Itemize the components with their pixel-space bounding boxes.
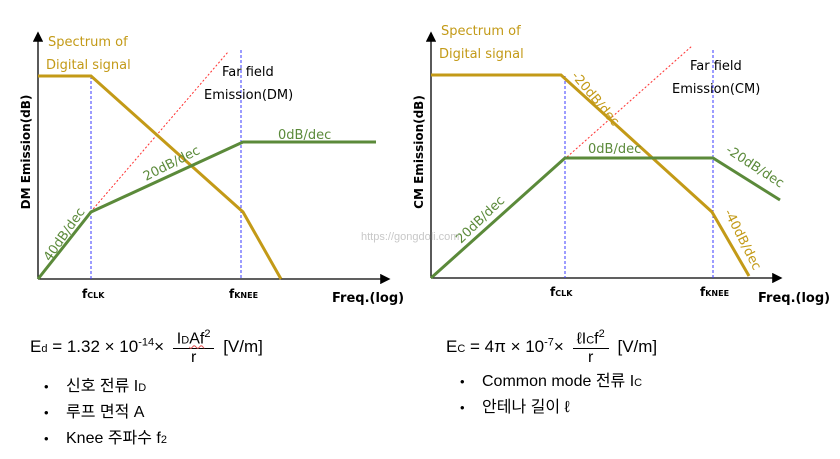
formula-times: × [553,337,564,357]
slope-extension-line [87,51,229,216]
bullet-item: 신호 전류 ID [44,374,167,400]
far-field-label-line1: Far field [690,59,742,74]
formula-unit: [V/m] [617,337,658,357]
far-field-label-line2: Emission(DM) [204,88,293,103]
spectrum-label-line2: Digital signal [439,47,524,62]
cm-formula: EC = 4π × 10-7× ℓICf2 r [V/m] [446,328,657,367]
slope-label-40: 40dB/dec [41,205,89,264]
formula-coef: = 1.32 × 10 [47,337,139,357]
denominator: r [588,349,594,367]
dm-emission-line [36,140,376,280]
spectrum-label-line1: Spectrum of [48,35,128,50]
num-i-sub: C [586,334,595,347]
formula-lhs-sub: d [41,343,48,356]
spectrum-label-line2: Digital signal [46,58,131,73]
cm-emission-chart: CM Emission(dB) Freq.(log) Spectrum of D… [412,24,830,306]
slope-label-0: 0dB/dec [278,128,331,143]
dm-formula: Ed = 1.32 × 10-14× IDAf2 r [V/m] [30,328,263,367]
formula-lhs: E [30,337,42,357]
formula-fraction: IDAf2 r [172,328,215,367]
far-field-label-line2: Emission(CM) [672,82,760,97]
cm-bullet-list: Common mode 전류 IC 안테나 길이 ℓ [460,369,642,421]
num-i: I [176,330,182,348]
x-axis-label: Freq.(log) [758,291,830,306]
formula-fraction: ℓICf2 r [572,328,609,367]
num-i-sub: D [181,334,190,347]
y-axis-label: DM Emission(dB) [19,95,33,210]
num-rest: f [594,330,599,348]
formula-unit: [V/m] [223,337,263,357]
formula-exp: -14 [138,336,155,349]
bullet-item: Knee 주파수 f2 [44,426,167,452]
num-l-i: ℓI [576,330,587,348]
formula-coef: = 4π × 10 [465,337,545,357]
digital-spectrum-line [431,73,751,277]
num-rest: Af [189,330,205,348]
bullet-item: Common mode 전류 IC [460,369,642,395]
far-field-label-line1: Far field [222,65,274,80]
slope-label-neg20-spectrum: -20dB/dec [568,69,622,129]
bullet-item: 안테나 길이 ℓ [460,395,642,421]
slope-label-pos20: 20dB/dec [453,193,508,247]
formula-exp: -7 [544,336,554,349]
watermark: https://gongdoli.com [361,231,459,243]
slope-label-0: 0dB/dec [588,142,641,157]
y-axis-label: CM Emission(dB) [412,95,426,209]
tick-fclk: fCLK [550,285,573,299]
x-axis-label: Freq.(log) [332,291,404,306]
tick-fclk: fCLK [82,287,105,301]
cm-emission-line [429,156,781,280]
tick-fknee: fKNEE [229,287,258,301]
slope-extension-line [566,45,693,158]
formula-lhs-sub: C [457,343,466,356]
denominator: r [190,349,197,367]
bullet-item: 루프 면적 A [44,400,167,426]
formula-lhs: E [446,337,458,357]
num-exp: 2 [204,328,211,340]
num-exp: 2 [598,328,605,340]
digital-spectrum-line [38,74,283,280]
formula-times: × [154,337,165,357]
dm-bullet-list: 신호 전류 ID 루프 면적 A Knee 주파수 f2 [44,374,167,452]
spectrum-label-line1: Spectrum of [441,24,521,39]
tick-fknee: fKNEE [700,285,729,299]
dm-emission-chart: DM Emission(dB) Freq.(log) Spectrum of D… [19,31,404,306]
